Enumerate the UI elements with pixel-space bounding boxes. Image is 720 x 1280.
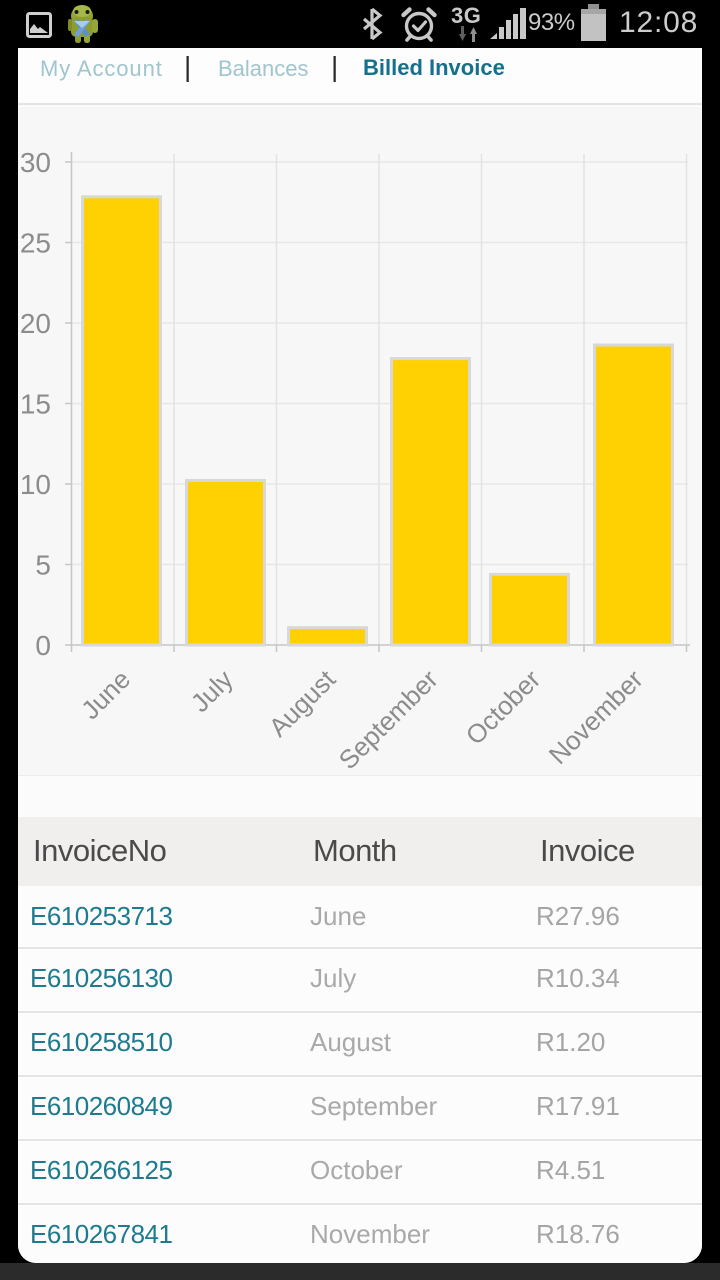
svg-text:October: October bbox=[460, 664, 547, 751]
svg-text:5: 5 bbox=[35, 550, 51, 581]
svg-text:November: November bbox=[543, 664, 649, 770]
svg-text:July: July bbox=[185, 664, 239, 718]
svg-text:June: June bbox=[75, 664, 136, 725]
svg-text:25: 25 bbox=[20, 228, 51, 259]
svg-text:September: September bbox=[333, 664, 444, 775]
svg-text:20: 20 bbox=[20, 308, 51, 339]
svg-text:August: August bbox=[263, 663, 342, 742]
svg-text:15: 15 bbox=[20, 389, 51, 420]
svg-text:0: 0 bbox=[35, 630, 51, 661]
svg-text:10: 10 bbox=[20, 469, 51, 500]
svg-text:30: 30 bbox=[20, 147, 51, 178]
